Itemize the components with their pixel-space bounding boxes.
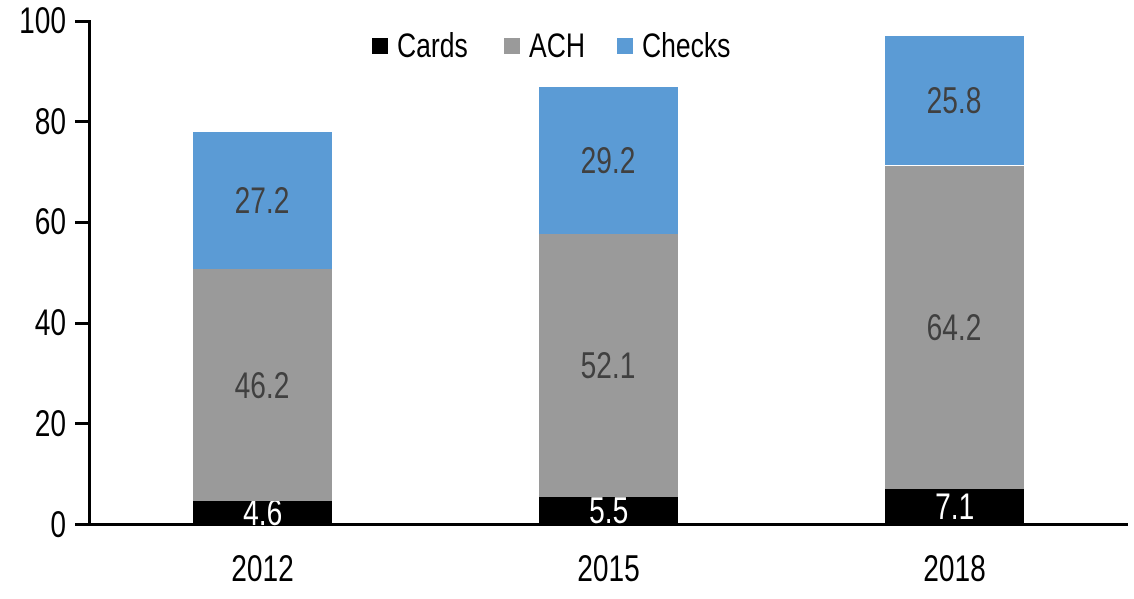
y-tick-label: 20: [34, 402, 66, 444]
x-category-label: 2018: [923, 548, 986, 589]
data-label: 4.6: [193, 494, 332, 531]
legend-marker-ach: [503, 38, 520, 54]
bar-segment-ach-2015: [539, 234, 678, 497]
y-tick-mark: [75, 523, 88, 526]
x-category-label: 2015: [577, 548, 640, 589]
data-label-text: 52.1: [581, 345, 636, 387]
data-label: 52.1: [539, 234, 678, 496]
legend-marker-cards: [372, 38, 388, 54]
y-tick-mark: [75, 120, 88, 124]
y-tick-mark: [75, 19, 88, 23]
y-tick-mark: [75, 422, 88, 426]
x-category-label: 2012: [231, 548, 294, 589]
chart-legend: Cards ACH Checks: [372, 27, 755, 65]
legend-marker-checks: [616, 38, 633, 54]
data-label: 64.2: [885, 166, 1024, 489]
y-tick-mark: [75, 321, 88, 325]
data-label: 27.2: [193, 132, 332, 269]
bar-2018: 7.1 64.2 25.8: [885, 0, 1024, 599]
bar-segment-ach-2018: [885, 165, 1024, 489]
y-axis-line: [88, 20, 91, 526]
data-label-text: 5.5: [588, 490, 629, 532]
data-label-text: 29.2: [581, 140, 636, 182]
legend-item-cards: Cards: [372, 27, 488, 65]
bar-2012: 4.6 46.2 27.2: [193, 0, 332, 599]
legend-label: Cards: [397, 27, 468, 65]
y-tick-label: 40: [34, 302, 66, 344]
bar-segment-checks-2012: [193, 131, 332, 269]
y-tick-mark: [75, 220, 88, 224]
bar-segment-checks-2018: [885, 35, 1024, 166]
bar-segment-checks-2015: [539, 87, 678, 235]
data-label: 25.8: [885, 36, 1024, 166]
data-label: 7.1: [885, 486, 1024, 528]
legend-item-checks: Checks: [616, 27, 755, 65]
y-tick-label: 80: [34, 100, 66, 142]
legend-item-ach: ACH: [503, 27, 601, 65]
data-label-text: 46.2: [235, 364, 290, 406]
bar-2015: 5.5 52.1 29.2: [539, 0, 678, 599]
data-label: 29.2: [539, 87, 678, 234]
data-label-text: 7.1: [934, 486, 975, 528]
data-label-text: 25.8: [927, 80, 982, 122]
data-label-text: 27.2: [235, 179, 290, 221]
data-label: 5.5: [539, 492, 678, 529]
legend-label: ACH: [528, 27, 585, 65]
data-label-text: 64.2: [927, 306, 982, 348]
bar-segment-cards-2015: [539, 496, 678, 525]
data-label: 46.2: [193, 269, 332, 502]
y-tick-label: 60: [34, 201, 66, 243]
y-tick-label: 0: [50, 503, 66, 545]
x-axis-line: [75, 523, 1128, 526]
bar-segment-cards-2018: [885, 488, 1024, 525]
bar-segment-cards-2012: [193, 501, 332, 525]
legend-label: Checks: [641, 27, 730, 65]
bar-segment-ach-2012: [193, 268, 332, 502]
y-tick-label: 100: [19, 0, 66, 41]
